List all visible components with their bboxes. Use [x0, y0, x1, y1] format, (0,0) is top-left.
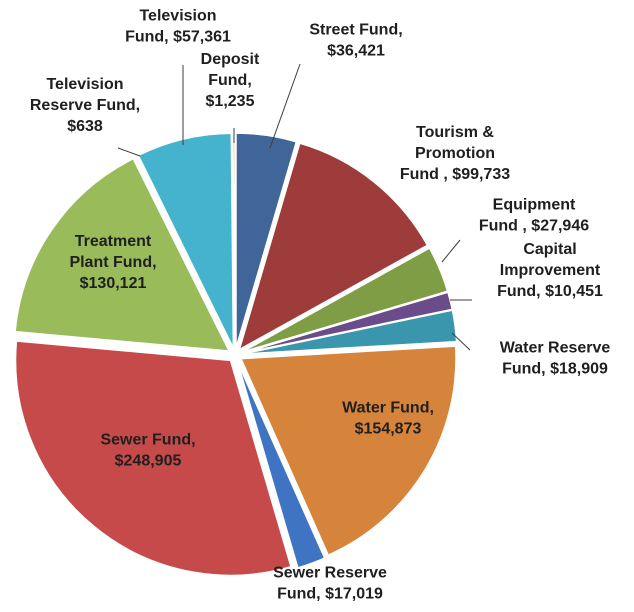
- slice-label-treatment-plant-fund: Treatment Plant Fund, $130,121: [69, 233, 156, 292]
- pie-slice-water-reserve-fund: [241, 309, 458, 355]
- leader-line-equipment-fund: [441, 239, 461, 263]
- slice-label-equipment-fund: Equipment Fund , $27,946: [479, 197, 589, 235]
- slice-label-line: $154,873: [355, 421, 422, 438]
- slice-label-line: Fund, $57,361: [125, 29, 231, 46]
- slice-label-line: Fund , $99,733: [400, 166, 510, 183]
- pie-slice-sewer-reserve-fund: [236, 361, 326, 569]
- slice-label-line: Plant Fund,: [69, 254, 156, 271]
- slice-label-line: Tourism &: [416, 124, 494, 141]
- slice-label-line: Reserve Fund,: [30, 97, 140, 114]
- pie-slice-capital-improvement-fund: [241, 291, 454, 355]
- slice-label-line: Fund , $27,946: [479, 218, 589, 235]
- slice-label-line: Television: [139, 8, 216, 25]
- slice-label-line: Fund, $10,451: [497, 283, 603, 300]
- leader-line-street-fund: [269, 63, 301, 149]
- pie-slice-television-reserve-fund: [134, 154, 233, 350]
- slice-label-line: Street Fund,: [309, 22, 402, 39]
- leader-lines: [117, 63, 472, 351]
- slice-label-line: $36,421: [327, 43, 385, 60]
- slice-label-water-fund: Water Fund, $154,873: [342, 400, 434, 438]
- slice-label-line: Television: [46, 76, 123, 93]
- pie-slice-equipment-fund: [241, 247, 449, 354]
- slice-label-capital-improvement-fund: Capital Improvement Fund, $10,451: [497, 241, 603, 300]
- leader-line-television-reserve-fund: [117, 147, 141, 157]
- slice-label-line: $638: [67, 118, 103, 135]
- slice-label-line: Treatment: [75, 233, 152, 250]
- slice-labels: Street Fund, $36,421 Tourism & Promotion Fun…: [30, 8, 611, 603]
- slice-label-line: Fund, $17,019: [277, 586, 383, 603]
- slice-label-line: $1,235: [206, 93, 255, 110]
- slice-label-deposit-fund: Deposit Fund, $1,235: [201, 51, 260, 110]
- slice-label-television-fund: Television Fund, $57,361: [125, 8, 231, 46]
- slice-label-line: Sewer Fund,: [100, 432, 195, 449]
- slice-label-line: Promotion: [415, 145, 495, 162]
- slice-label-line: Capital: [523, 241, 576, 258]
- slice-label-line: Deposit: [201, 51, 260, 68]
- slice-label-street-fund: Street Fund, $36,421: [309, 22, 402, 60]
- slice-label-sewer-fund: Sewer Fund, $248,905: [100, 432, 195, 470]
- slice-label-line: $248,905: [115, 453, 182, 470]
- slice-label-line: Water Reserve: [500, 340, 611, 357]
- slice-label-sewer-reserve-fund: Sewer Reserve Fund, $17,019: [273, 565, 387, 603]
- slice-label-line: Sewer Reserve: [273, 565, 387, 582]
- slice-label-water-reserve-fund: Water Reserve Fund, $18,909: [500, 340, 611, 378]
- pie-slice-sewer-fund: [14, 340, 292, 577]
- slice-label-line: Fund,: [208, 72, 252, 89]
- pie-slice-tourism-promotion-fund: [238, 142, 429, 352]
- slice-label-television-reserve-fund: Television Reserve Fund, $638: [30, 76, 140, 135]
- slice-label-line: Water Fund,: [342, 400, 434, 417]
- pie-slice-street-fund: [235, 132, 298, 349]
- slice-label-tourism-promotion-fund: Tourism & Promotion Fund , $99,733: [400, 124, 510, 183]
- slice-label-line: Fund, $18,909: [502, 361, 608, 378]
- slice-label-line: Equipment: [493, 197, 576, 214]
- slice-label-line: Improvement: [500, 262, 601, 279]
- pie-slice-treatment-plant-fund: [14, 157, 231, 352]
- slice-label-line: $130,121: [80, 275, 147, 292]
- pie-slice-water-fund: [239, 345, 457, 557]
- pie-slices: [14, 132, 458, 577]
- leader-line-water-reserve-fund: [451, 332, 471, 351]
